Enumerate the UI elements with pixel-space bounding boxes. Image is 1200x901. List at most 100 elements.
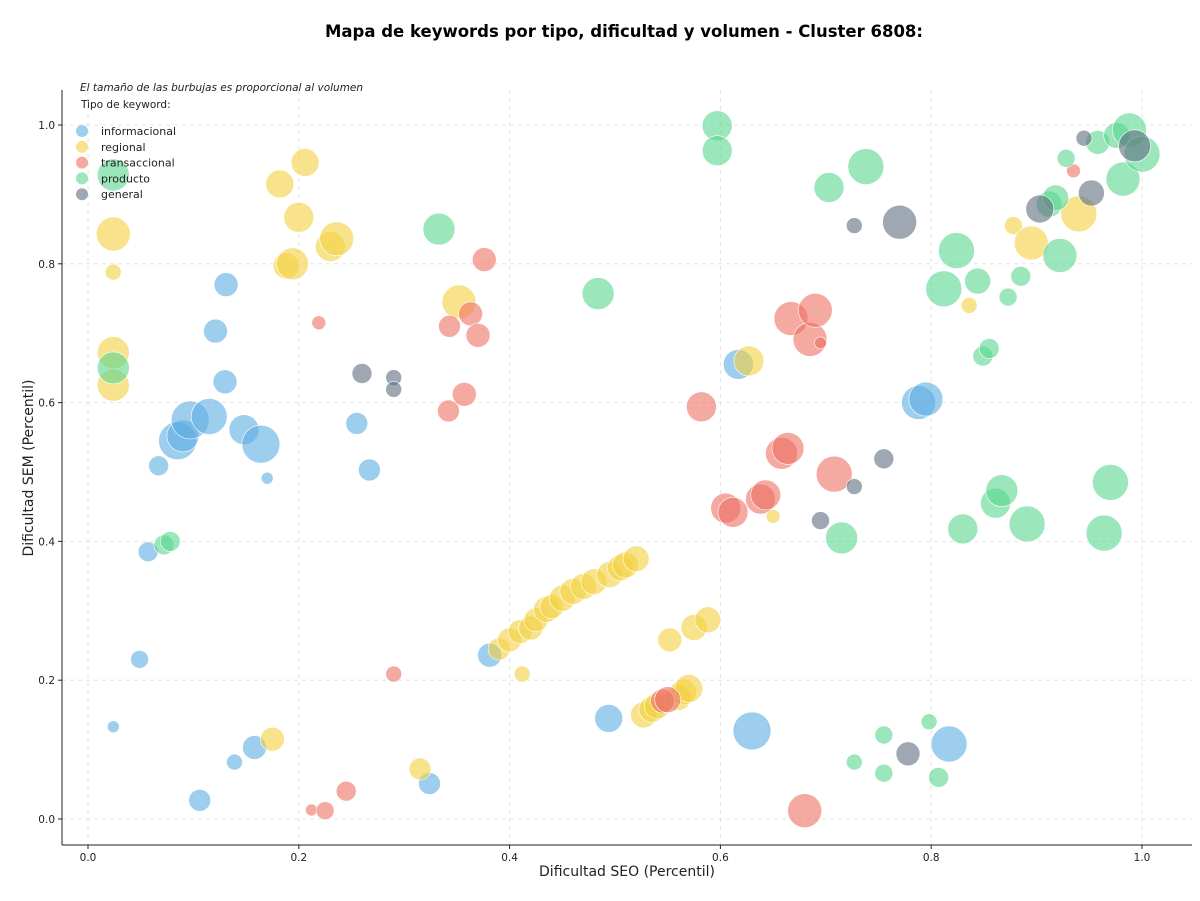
bubble-informacional [213, 272, 239, 297]
bubble-general [1025, 194, 1055, 224]
bubble-transaccional [750, 479, 782, 511]
bubble-regional [765, 509, 781, 524]
bubble-general [845, 478, 863, 495]
bubble-producto [925, 270, 963, 308]
bubble-transaccional [654, 686, 682, 713]
y-tick-label: 0.0 [38, 814, 55, 826]
bubble-producto [825, 521, 858, 555]
y-tick-label: 0.8 [38, 259, 55, 271]
bubble-producto [1008, 505, 1046, 543]
bubble-informacional [148, 455, 169, 477]
bubble-producto [422, 212, 456, 246]
series-transaccional [305, 163, 1081, 829]
bubble-producto [97, 158, 130, 192]
bubble-informacional [358, 458, 381, 482]
y-tick-label: 0.4 [38, 536, 55, 548]
bubble-transaccional [814, 336, 827, 350]
bubble-transaccional [335, 780, 357, 802]
bubble-informacional [241, 424, 281, 464]
grid [62, 90, 1192, 845]
bubble-producto [985, 474, 1019, 508]
bubble-informacional [107, 720, 120, 734]
legend-marker-informacional [76, 125, 88, 137]
bubble-regional [1004, 216, 1023, 235]
series-general [351, 129, 1151, 767]
bubble-regional [260, 726, 285, 752]
bubble-informacional [594, 704, 624, 733]
bubble-producto [845, 753, 863, 771]
bubble-general [1078, 179, 1105, 207]
legend-label-regional: regional [101, 141, 146, 154]
bubble-regional [694, 606, 722, 634]
bubble-general [873, 448, 895, 470]
legend-title: Tipo de keyword: [80, 99, 171, 111]
bubble-general [895, 741, 921, 767]
bubble-regional [319, 221, 355, 257]
series-producto [97, 110, 1161, 788]
bubble-producto [928, 767, 949, 788]
bubble-informacional [226, 753, 243, 771]
bubble-general [845, 217, 863, 234]
bubble-informacional [908, 381, 944, 417]
bubble-producto [159, 531, 181, 552]
bubble-general [1075, 129, 1093, 147]
ticks: 0.0 0.2 0.4 0.6 0.8 1.0 0.0 0.2 0.4 0.6 0.8 1.0 [38, 120, 1150, 864]
bubble-producto [938, 232, 975, 269]
bubble-regional [960, 297, 978, 314]
bubble-transaccional [686, 391, 717, 423]
bubble-producto [1042, 238, 1078, 273]
y-axis-label: Dificultad SEM (Percentil) [21, 380, 37, 557]
bubble-transaccional [437, 399, 460, 423]
bubble-transaccional [815, 455, 853, 493]
bubble-producto [1085, 514, 1123, 552]
y-tick-label: 0.6 [38, 398, 55, 410]
bubble-transaccional [315, 801, 335, 821]
bubble-informacional [260, 471, 274, 485]
bubble-producto [998, 287, 1018, 307]
bubble-size-note: El tamaño de las burbujas es proporciona… [80, 82, 363, 94]
bubble-transaccional [787, 793, 823, 829]
bubble-informacional [188, 788, 211, 812]
bubble-transaccional [797, 292, 833, 328]
x-tick-label: 0.2 [290, 852, 307, 864]
bubble-producto [581, 277, 615, 310]
bubble-producto [847, 148, 885, 185]
bubble-informacional [190, 398, 228, 435]
bubble-transaccional [458, 301, 483, 327]
legend-label-general: general [101, 188, 143, 201]
legend-label-transaccional: transaccional [101, 157, 175, 170]
legend: Tipo de keyword: informacional regional tr… [76, 99, 176, 201]
y-tick-label: 0.2 [38, 675, 55, 687]
bubble-producto [813, 172, 845, 203]
x-tick-label: 0.4 [501, 852, 518, 864]
bubble-producto [964, 267, 991, 295]
bubble-informacional [130, 650, 149, 669]
bubble-regional [408, 757, 432, 781]
legend-marker-transaccional [76, 156, 88, 169]
bubble-informacional [212, 369, 238, 395]
x-tick-label: 0.0 [80, 852, 97, 864]
y-tick-label: 1.0 [38, 120, 55, 132]
bubble-regional [733, 345, 765, 377]
bubble-transaccional [385, 665, 403, 683]
bubble-producto [874, 763, 894, 783]
bubble-producto [97, 351, 130, 385]
bubble-regional [265, 169, 295, 199]
bubble-producto [874, 725, 894, 745]
legend-label-producto: producto [101, 172, 150, 185]
x-axis-label: Dificultad SEO (Percentil) [539, 864, 715, 880]
bubble-regional [622, 545, 650, 573]
bubble-regional [276, 247, 309, 281]
bubble-general [385, 381, 403, 398]
bubble-transaccional [465, 322, 491, 348]
bubble-informacional [345, 412, 369, 435]
bubble-regional [290, 148, 320, 177]
bubble-informacional [930, 725, 968, 763]
bubble-transaccional [471, 247, 497, 272]
bubble-informacional [203, 318, 228, 344]
series-informacional [107, 272, 968, 812]
bubble-transaccional [451, 381, 477, 407]
bubble-regional [105, 263, 122, 281]
legend-marker-producto [76, 172, 88, 185]
